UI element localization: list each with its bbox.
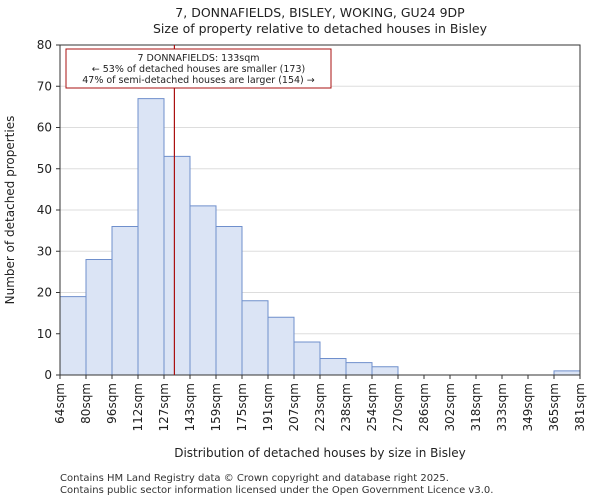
y-tick-label: 20 xyxy=(37,286,52,300)
bar-143sqm xyxy=(189,205,217,376)
x-tick-label: 286sqm xyxy=(417,383,431,431)
y-tick-label: 30 xyxy=(37,244,52,258)
x-tick-label: 302sqm xyxy=(443,383,457,431)
bar-191sqm xyxy=(267,316,295,376)
x-tick-label: 143sqm xyxy=(183,383,197,431)
y-tick-label: 80 xyxy=(37,38,52,52)
y-tick-label: 10 xyxy=(37,327,52,341)
bar-127sqm xyxy=(163,155,191,376)
x-tick-label: 207sqm xyxy=(287,383,301,431)
footer-licence: Contains public sector information licen… xyxy=(60,485,494,496)
x-tick-label: 96sqm xyxy=(105,383,119,424)
x-tick-label: 175sqm xyxy=(235,383,249,431)
y-axis-ticks: 0 10 20 30 40 50 60 70 80 xyxy=(37,38,60,382)
x-tick-label: 223sqm xyxy=(313,383,327,431)
x-tick-label: 112sqm xyxy=(131,383,145,431)
x-tick-label: 318sqm xyxy=(469,383,483,431)
annotation-title: 7 DONNAFIELDS: 133sqm xyxy=(137,53,259,64)
x-tick-label: 64sqm xyxy=(53,383,67,424)
bar-238sqm xyxy=(345,362,373,376)
y-axis-label: Number of detached properties xyxy=(3,116,17,305)
bar-365sqm xyxy=(553,370,581,376)
x-axis-label: Distribution of detached houses by size … xyxy=(174,446,466,460)
bar-223sqm xyxy=(319,358,347,376)
x-tick-label: 333sqm xyxy=(495,383,509,431)
annotation-smaller: ← 53% of detached houses are smaller (17… xyxy=(92,64,305,75)
chart-subtitle: Size of property relative to detached ho… xyxy=(153,21,488,36)
x-tick-label: 254sqm xyxy=(365,383,379,431)
chart-title: 7, DONNAFIELDS, BISLEY, WOKING, GU24 9DP xyxy=(175,5,465,20)
x-tick-label: 349sqm xyxy=(521,383,535,431)
bar-159sqm xyxy=(215,226,243,376)
footer-copyright: Contains HM Land Registry data © Crown c… xyxy=(60,473,449,484)
y-tick-label: 0 xyxy=(44,368,52,382)
bar-96sqm xyxy=(111,226,139,376)
y-tick-label: 50 xyxy=(37,162,52,176)
property-marker: 7 DONNAFIELDS: 133sqm← 53% of detached h… xyxy=(65,45,332,375)
bar-207sqm xyxy=(293,341,321,376)
y-tick-label: 60 xyxy=(37,121,52,135)
y-tick-label: 70 xyxy=(37,79,52,93)
x-tick-label: 159sqm xyxy=(209,383,223,431)
x-tick-label: 381sqm xyxy=(573,383,587,431)
bars xyxy=(59,98,581,376)
annotation-larger: 47% of semi-detached houses are larger (… xyxy=(82,75,315,86)
annotation-box xyxy=(65,48,332,89)
y-tick-label: 40 xyxy=(37,203,52,217)
x-tick-label: 365sqm xyxy=(547,383,561,431)
x-tick-label: 238sqm xyxy=(339,383,353,431)
x-tick-label: 127sqm xyxy=(157,383,171,431)
bar-175sqm xyxy=(241,300,269,376)
x-tick-label: 270sqm xyxy=(391,383,405,431)
x-tick-label: 191sqm xyxy=(261,383,275,431)
bar-64sqm xyxy=(59,296,87,376)
bar-254sqm xyxy=(371,366,399,376)
bar-112sqm xyxy=(137,98,165,376)
x-axis-ticks: 64sqm 80sqm 96sqm 112sqm 127sqm 143sqm 159sqm 1… xyxy=(53,375,587,431)
x-tick-label: 80sqm xyxy=(79,383,93,424)
bar-80sqm xyxy=(85,259,113,376)
